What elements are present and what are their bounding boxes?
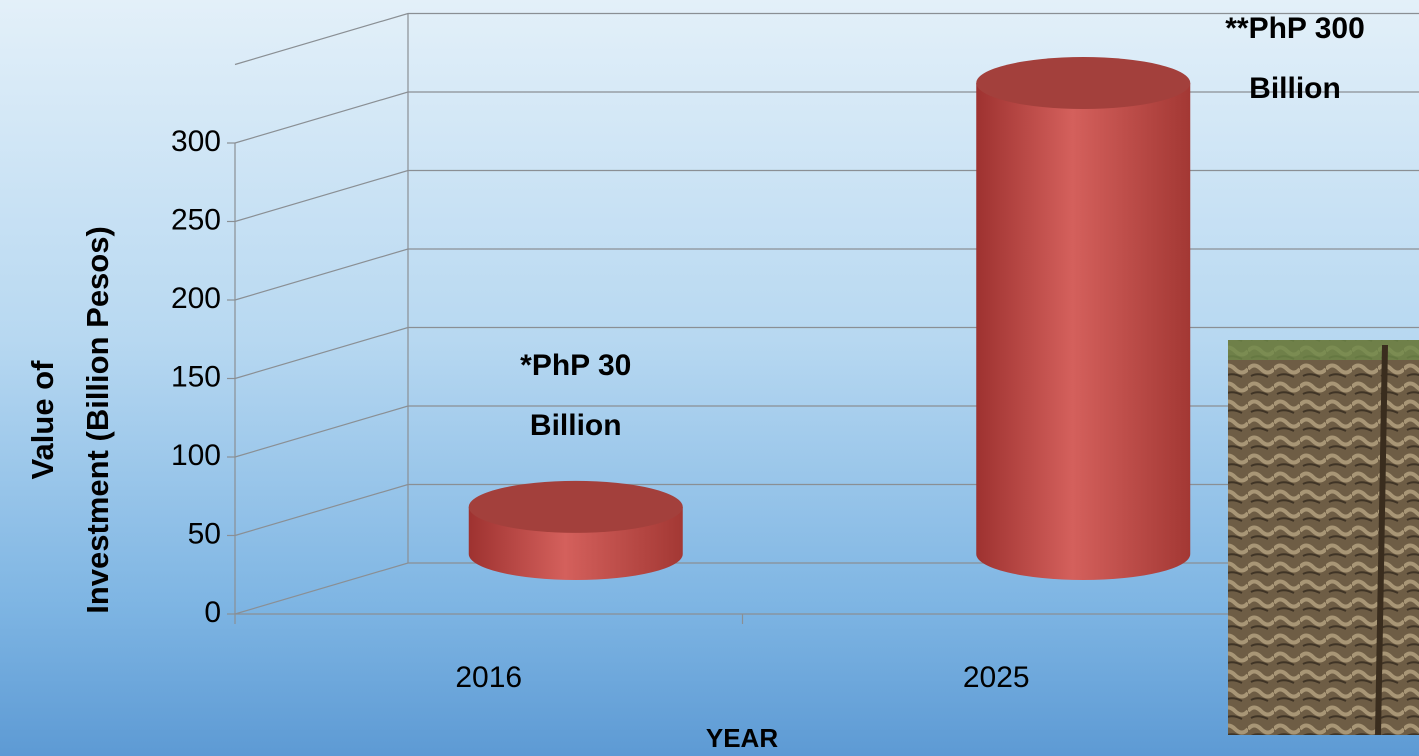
y-axis-title: Value of bbox=[25, 360, 60, 480]
y-tick-label: 50 bbox=[188, 517, 221, 550]
y-tick-label: 0 bbox=[204, 596, 221, 629]
x-tick-label: 2025 bbox=[963, 661, 1030, 694]
y-axis-title: Investment (Billion Pesos) bbox=[80, 226, 115, 614]
x-tick-label: 2016 bbox=[455, 661, 522, 694]
labels: 0 50 100 150 200 250 300 2016 *PhP 30 Billion 2025… bbox=[25, 12, 1365, 753]
y-tick-label: 150 bbox=[171, 360, 221, 393]
cylinder-top bbox=[976, 57, 1191, 109]
photo-top bbox=[1228, 340, 1419, 360]
photo bbox=[1228, 340, 1419, 736]
marks bbox=[468, 57, 1191, 580]
wood-photo bbox=[1228, 340, 1419, 735]
value-label: **PhP 300 Billion bbox=[1225, 12, 1365, 105]
cylinder-top bbox=[468, 480, 683, 533]
y-tick-label: 200 bbox=[171, 282, 221, 315]
photo-post bbox=[1375, 344, 1388, 736]
x-axis-title: YEAR bbox=[706, 723, 778, 753]
y-tick-label: 300 bbox=[171, 125, 221, 158]
top-frame bbox=[234, 12, 1419, 66]
value-label: *PhP 30 Billion bbox=[520, 349, 631, 442]
y-tick-label: 250 bbox=[171, 203, 221, 236]
y-tick-label: 100 bbox=[171, 439, 221, 472]
cylinder-body bbox=[976, 83, 1191, 580]
